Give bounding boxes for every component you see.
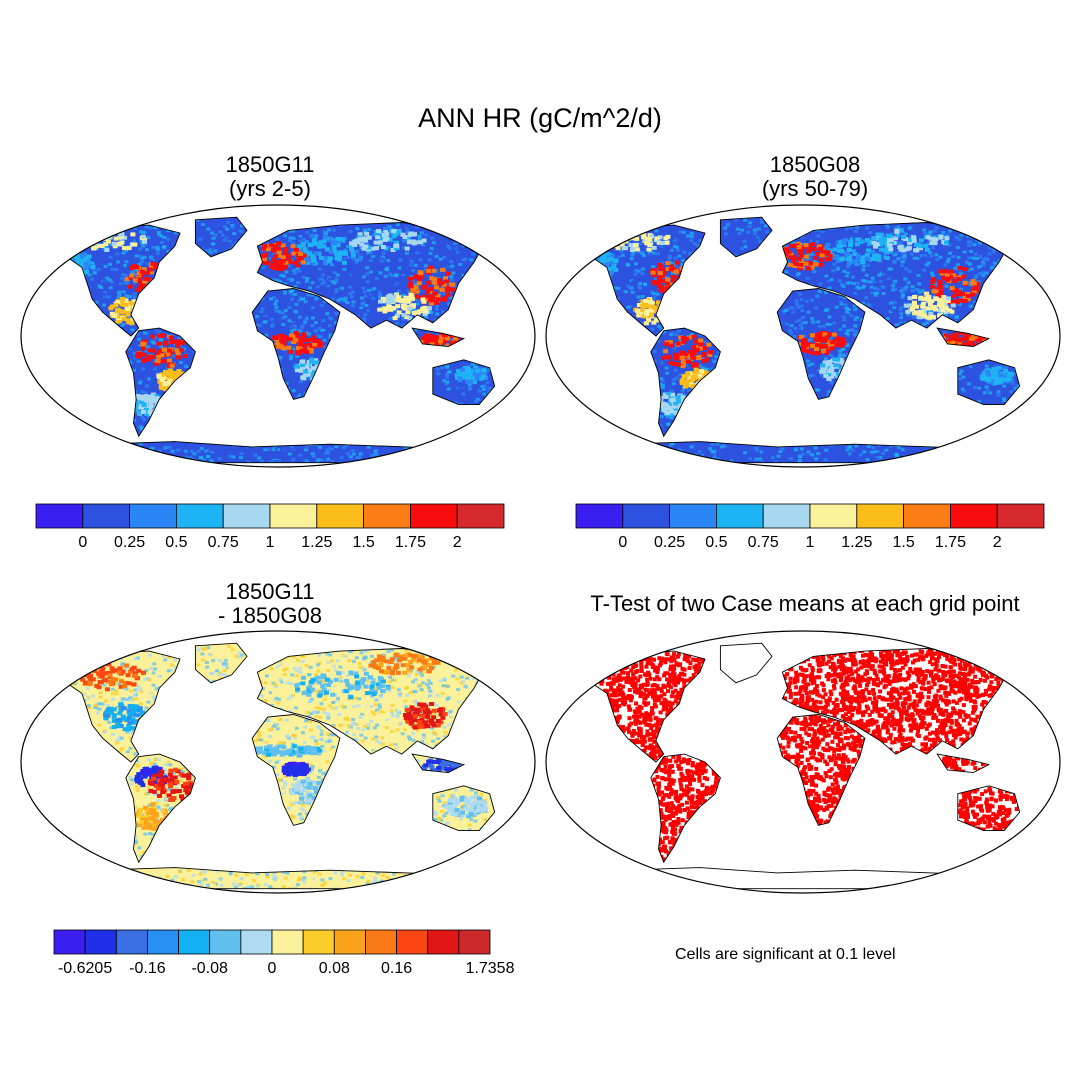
p1-colorbar-tick-label: 1.25 xyxy=(301,534,332,551)
p2-map-border xyxy=(545,204,1061,468)
p1-colorbar-tick-label: 1 xyxy=(266,534,275,551)
panel3-title: 1850G11 - 1850G08 xyxy=(90,580,450,628)
p3-colorbar-box xyxy=(209,929,242,955)
p4-map-svg xyxy=(545,630,1061,894)
p1-colorbar-tick-label: 2 xyxy=(453,534,462,551)
p2-colorbar-tick-label: 1.25 xyxy=(841,534,872,551)
p1-colorbar-tick-label: 0.5 xyxy=(165,534,187,551)
p3-colorbar-box xyxy=(427,929,460,955)
p3-colorbar-svg: -0.6205 -0.16 -0.08 0 0.08 0.16 1.7358 xyxy=(53,929,515,977)
significance-note: Cells are significant at 0.1 level xyxy=(675,946,896,963)
p3-colorbar-box xyxy=(147,929,179,955)
p1-colorbar-box xyxy=(456,503,505,529)
p3-colorbar-tick-label: 0.08 xyxy=(319,960,350,977)
p3-colorbar-box xyxy=(396,929,429,955)
p2-colorbar-box xyxy=(622,503,670,529)
p3-colorbar-box xyxy=(302,929,335,955)
p3-colorbar-tick-label: -0.08 xyxy=(191,960,228,977)
p1-colorbar-tick-label: 0.75 xyxy=(208,534,239,551)
p3-colorbar-tick-label: 0.16 xyxy=(381,960,412,977)
p3-map-border xyxy=(20,630,536,894)
p1-map-border xyxy=(20,204,536,468)
p3-colorbar-box xyxy=(53,929,86,955)
p3-colorbar-tick-label: -0.6205 xyxy=(58,960,112,977)
p2-colorbar-tick-label: 0.25 xyxy=(654,534,685,551)
p1-colorbar-tick-label: 1.5 xyxy=(352,534,374,551)
p2-colorbar-box xyxy=(715,503,764,529)
p3-colorbar-box xyxy=(365,929,397,955)
panel3-minus-case: - 1850G08 xyxy=(218,603,322,628)
colorbar-panel-1: 0 0.25 0.5 0.75 1 1.25 1.5 1.75 2 xyxy=(35,503,505,554)
p1-colorbar-box xyxy=(409,503,458,529)
p3-map-svg xyxy=(20,630,536,894)
panel2-case-name: 1850G08 xyxy=(769,152,861,177)
p1-colorbar-svg: 0 0.25 0.5 0.75 1 1.25 1.5 1.75 2 xyxy=(35,503,505,551)
panel2-title: 1850G08 (yrs 50-79) xyxy=(635,153,995,201)
p2-colorbar-box xyxy=(949,503,998,529)
p2-colorbar-tick-label: 1 xyxy=(806,534,815,551)
p2-colorbar-box xyxy=(996,503,1045,529)
p3-colorbar-box xyxy=(458,929,491,955)
p1-colorbar-tick-label: 0.25 xyxy=(114,534,145,551)
p1-colorbar-box xyxy=(35,503,84,529)
p1-colorbar-box xyxy=(316,503,364,529)
panel3-case-name: 1850G11 xyxy=(225,579,315,604)
p4-map-border xyxy=(545,630,1061,894)
p2-colorbar-tick-label: 1.75 xyxy=(935,534,966,551)
p1-colorbar-tick-label: 0 xyxy=(78,534,87,551)
p1-colorbar-tick-label: 1.75 xyxy=(395,534,426,551)
panel4-ttest-title: T-Test of two Case means at each grid po… xyxy=(590,591,1020,616)
p2-colorbar-box xyxy=(575,503,624,529)
p1-map-svg xyxy=(20,204,536,468)
p3-colorbar-tick-label: 1.7358 xyxy=(466,960,515,977)
map-panel-1850G11 xyxy=(20,204,536,468)
p3-colorbar-box xyxy=(84,929,117,955)
p3-colorbar-box xyxy=(333,929,366,955)
panel4-title: T-Test of two Case means at each grid po… xyxy=(545,592,1065,616)
p2-colorbar-box xyxy=(669,503,717,529)
colorbar-panel-2: 0 0.25 0.5 0.75 1 1.25 1.5 1.75 2 xyxy=(575,503,1045,554)
p2-colorbar-tick-label: 0 xyxy=(618,534,627,551)
p3-colorbar-box xyxy=(271,929,304,955)
p1-colorbar-box xyxy=(222,503,271,529)
figure-title: ANN HR (gC/m^2/d) xyxy=(418,103,662,133)
map-panel-difference xyxy=(20,630,536,894)
p2-colorbar-tick-label: 0.5 xyxy=(705,534,727,551)
p4-land-greenland xyxy=(720,643,772,683)
p3-colorbar-box xyxy=(240,929,273,955)
map-panel-1850G08 xyxy=(545,204,1061,468)
p3-colorbar-box xyxy=(178,929,211,955)
panel2-years: (yrs 50-79) xyxy=(761,176,869,201)
p3-land-greenland xyxy=(195,643,247,683)
panel1-case-name: 1850G11 xyxy=(225,152,315,177)
p2-colorbar-box xyxy=(762,503,811,529)
map-panel-ttest xyxy=(545,630,1061,894)
p1-colorbar-box xyxy=(129,503,177,529)
p2-colorbar-tick-label: 1.5 xyxy=(892,534,914,551)
p2-colorbar-box xyxy=(809,503,858,529)
panel1-title: 1850G11 (yrs 2-5) xyxy=(90,153,450,201)
p3-colorbar-box xyxy=(115,929,148,955)
p1-colorbar-box xyxy=(363,503,411,529)
p2-colorbar-tick-label: 2 xyxy=(993,534,1002,551)
p1-colorbar-box xyxy=(269,503,318,529)
p2-colorbar-box xyxy=(856,503,904,529)
p3-colorbar-tick-label: -0.16 xyxy=(129,960,166,977)
p2-colorbar-tick-label: 0.75 xyxy=(748,534,779,551)
panel1-years: (yrs 2-5) xyxy=(229,176,311,201)
p2-map-svg xyxy=(545,204,1061,468)
p1-colorbar-box xyxy=(175,503,224,529)
p1-colorbar-box xyxy=(82,503,130,529)
p3-colorbar-tick-label: 0 xyxy=(268,960,277,977)
p2-colorbar-svg: 0 0.25 0.5 0.75 1 1.25 1.5 1.75 2 xyxy=(575,503,1045,551)
p2-colorbar-box xyxy=(903,503,951,529)
colorbar-panel-3: -0.6205 -0.16 -0.08 0 0.08 0.16 1.7358 xyxy=(53,929,515,980)
